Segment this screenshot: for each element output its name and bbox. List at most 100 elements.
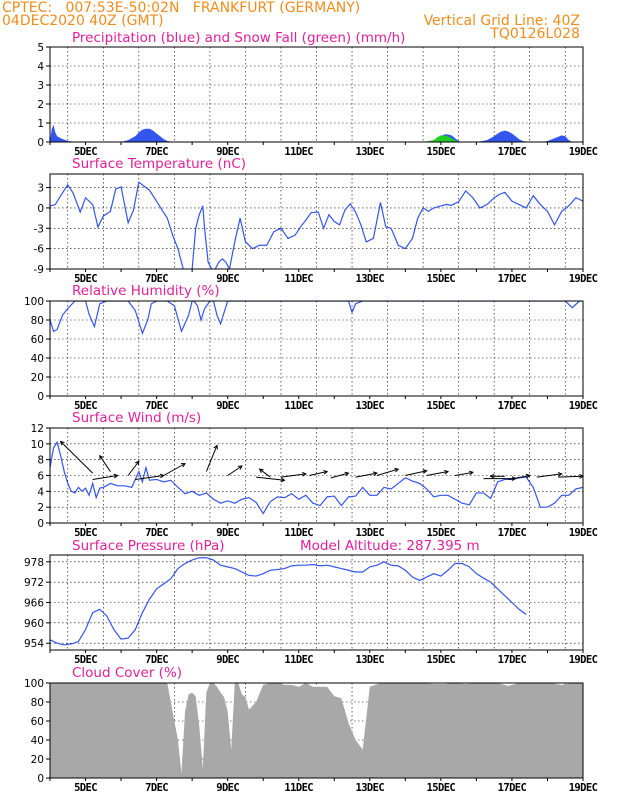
plot-area: [50, 683, 583, 778]
plot-area: [50, 181, 583, 269]
header-location: CPTEC: 007:53E-50:02N FRANKFURT (GERMANY…: [2, 0, 360, 16]
y-tick-label: -9: [34, 264, 44, 276]
plot-area: [50, 440, 583, 515]
wind-arrow: [92, 475, 118, 480]
wind-arrow: [355, 472, 377, 478]
x-tick-label: 9DEC: [216, 400, 239, 412]
wind-arrow: [309, 471, 328, 476]
y-tick-label: 20: [31, 754, 44, 766]
y-tick-label: 3: [37, 80, 44, 92]
wind-arrow: [376, 468, 399, 476]
x-tick-label: 13DEC: [355, 654, 384, 666]
x-tick-label: 7DEC: [145, 654, 168, 666]
y-tick-label: 2: [37, 502, 44, 514]
y-tick-label: 80: [31, 697, 44, 709]
x-tick-label: 11DEC: [284, 400, 313, 412]
panel-3: 0 20 40 60 80 100 5DEC 7DEC 9DEC 11DEC 13DEC 15DEC 1…: [24, 283, 598, 412]
x-tick-label: 9DEC: [216, 527, 239, 539]
wind-arrow-head: [181, 463, 186, 468]
wind-arrow: [426, 471, 449, 476]
y-tick-label: 100: [24, 296, 44, 308]
wind-arrow-head: [237, 465, 243, 470]
x-tick-label: 7DEC: [145, 273, 168, 285]
wind-arrow-head: [280, 477, 286, 483]
y-tick-label: 0: [37, 391, 44, 403]
y-tick-label: 966: [24, 598, 44, 610]
x-tick-label: 17DEC: [498, 527, 527, 539]
series-line: [50, 181, 583, 269]
panel-6: 0 20 40 60 80 100 5DEC 7DEC 9DEC 11DEC 13DEC 15DEC 1…: [24, 665, 598, 794]
wind-arrow-head: [489, 473, 495, 479]
plot-area: [50, 124, 583, 142]
y-tick-label: -6: [34, 244, 45, 256]
panel-frame: [49, 682, 584, 779]
wind-arrow: [135, 475, 164, 480]
x-tick-label: 19DEC: [569, 654, 598, 666]
y-tick-label: 3: [37, 183, 44, 195]
y-tick-label: 80: [31, 315, 44, 327]
wind-arrow: [227, 465, 243, 476]
wind-arrow-head: [213, 444, 218, 450]
x-tick-label: 11DEC: [284, 273, 313, 285]
plot-area: [50, 557, 527, 646]
panel-frame: [49, 554, 584, 651]
series-line: [50, 440, 583, 515]
panel-2: 3 0 -3 -6 -9 5DEC 7DEC 9DEC 11DEC 13DEC 15DEC 17DEC…: [34, 156, 599, 285]
y-tick-label: 978: [24, 557, 44, 569]
x-tick-label: 17DEC: [498, 400, 527, 412]
wind-arrow-head: [511, 476, 517, 482]
x-tick-label: 19DEC: [569, 400, 598, 412]
wind-arrow: [405, 470, 427, 476]
x-tick-label: 13DEC: [355, 273, 384, 285]
y-tick-label: 0: [37, 518, 44, 530]
panel-frame: [49, 427, 584, 524]
panel-5: 954 960 966 972 978 5DEC 7DEC 9DEC 11DEC 13DEC 15D…: [24, 538, 598, 666]
y-tick-label: 100: [24, 678, 44, 690]
x-tick-label: 15DEC: [427, 400, 456, 412]
x-tick-label: 13DEC: [355, 400, 384, 412]
header-date: 04DEC2020 40Z (GMT): [2, 13, 164, 29]
x-tick-label: 15DEC: [427, 782, 456, 794]
y-tick-label: 40: [31, 735, 44, 747]
wind-arrow-head: [525, 473, 531, 479]
x-tick-label: 15DEC: [427, 146, 456, 158]
y-tick-label: 2: [37, 99, 44, 111]
wind-arrow-head: [372, 471, 378, 477]
y-tick-label: 5: [37, 42, 44, 54]
cloud-cover-area: [50, 683, 583, 778]
wind-arrow: [558, 475, 584, 478]
wind-arrow-head: [468, 470, 474, 476]
x-tick-label: 15DEC: [427, 654, 456, 666]
wind-arrow: [508, 475, 530, 480]
y-tick-label: 1: [37, 118, 44, 130]
wind-arrow-head: [422, 469, 428, 474]
panel-frame: [49, 300, 584, 397]
snowfall-series: [50, 135, 583, 142]
x-tick-label: 9DEC: [216, 654, 239, 666]
x-tick-label: 7DEC: [145, 146, 168, 158]
header-grid-line: Vertical Grid Line: 40Z: [424, 13, 580, 29]
wind-arrow-head: [113, 473, 119, 479]
x-tick-label: 19DEC: [569, 782, 598, 794]
y-tick-label: 960: [24, 618, 44, 630]
y-tick-label: 10: [31, 439, 44, 451]
y-tick-label: 6: [37, 471, 44, 483]
wind-arrow: [536, 473, 562, 478]
y-tick-label: 60: [31, 334, 44, 346]
wind-arrow-head: [258, 468, 264, 474]
x-tick-label: 7DEC: [145, 527, 168, 539]
panel-frame: [49, 173, 584, 270]
panel-annotation: Model Altitude: 287.395 m: [300, 538, 480, 554]
x-tick-label: 19DEC: [569, 146, 598, 158]
panel-title: Cloud Cover (%): [72, 665, 182, 681]
wind-arrow-head: [344, 471, 350, 477]
y-tick-label: 4: [37, 486, 44, 498]
panel-1: 0 1 2 3 4 5 5DEC 7DEC 9DEC 11DEC 13DEC 15DEC 17DEC 19…: [37, 30, 598, 158]
y-tick-label: 20: [31, 372, 44, 384]
x-tick-label: 11DEC: [284, 146, 313, 158]
wind-arrow-head: [323, 469, 329, 475]
header: CPTEC: 007:53E-50:02N FRANKFURT (GERMANY…: [2, 0, 580, 42]
wind-arrow: [259, 468, 271, 478]
